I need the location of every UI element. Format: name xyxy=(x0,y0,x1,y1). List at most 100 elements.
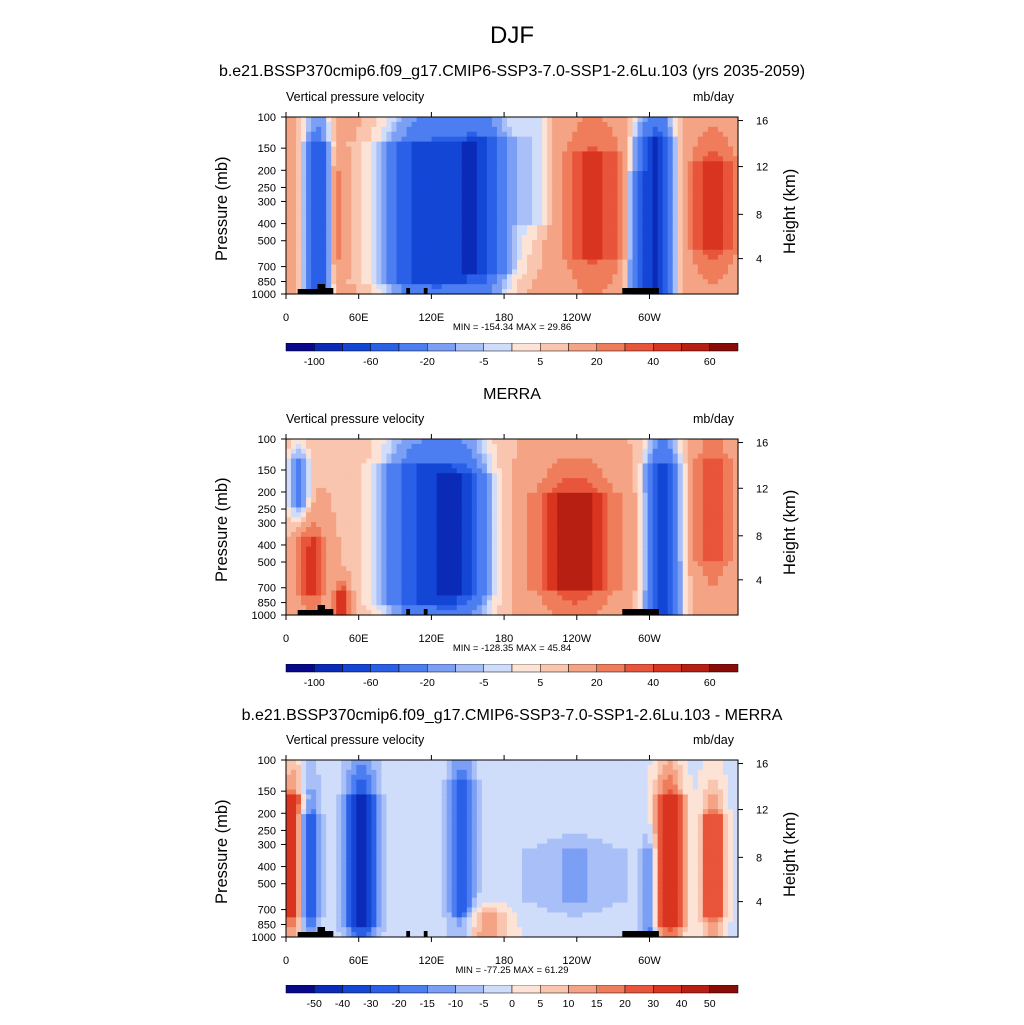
heat-cell xyxy=(487,503,493,508)
heat-cell xyxy=(386,171,392,177)
heat-cell xyxy=(512,240,518,246)
heat-cell xyxy=(341,245,347,251)
heat-cell xyxy=(492,176,498,182)
heat-cell xyxy=(532,171,538,177)
heat-cell xyxy=(477,473,483,478)
heat-cell xyxy=(522,132,528,138)
heat-cell xyxy=(708,171,714,177)
heat-cell xyxy=(587,279,593,285)
heat-cell xyxy=(356,171,362,177)
heat-cell xyxy=(437,137,443,143)
heat-cell xyxy=(622,225,628,231)
heat-cell xyxy=(552,225,558,231)
heat-cell xyxy=(562,210,568,216)
heat-cell xyxy=(527,245,533,251)
heat-cell xyxy=(447,454,453,459)
heat-cell xyxy=(306,547,312,552)
heat-cell xyxy=(713,225,719,231)
heat-cell xyxy=(602,225,608,231)
heat-cell xyxy=(346,210,352,216)
heat-cell xyxy=(422,171,428,177)
heat-cell xyxy=(326,507,332,512)
heat-cell xyxy=(427,265,433,271)
heat-cell xyxy=(622,186,628,192)
heat-cell xyxy=(366,503,372,508)
heat-cell xyxy=(668,260,674,266)
heat-cell xyxy=(381,151,387,157)
heat-cell xyxy=(311,176,317,182)
heat-cell xyxy=(351,117,357,123)
heat-cell xyxy=(447,230,453,236)
heat-cell xyxy=(532,265,538,271)
heat-cell xyxy=(643,225,649,231)
colorbar-label: -20 xyxy=(420,356,435,368)
heat-cell xyxy=(572,161,578,167)
heat-cell xyxy=(678,176,684,182)
heat-cell xyxy=(376,215,382,221)
heat-cell xyxy=(407,181,413,187)
heat-cell xyxy=(628,250,634,256)
heat-cell xyxy=(653,255,659,261)
heat-cell xyxy=(422,439,428,444)
heat-cell xyxy=(391,488,397,493)
heat-cell xyxy=(296,478,302,483)
heat-cell xyxy=(396,512,402,517)
heat-cell xyxy=(386,117,392,123)
heat-cell xyxy=(507,605,513,610)
heat-cell xyxy=(432,483,438,488)
heat-cell xyxy=(351,181,357,187)
heat-cell xyxy=(321,181,327,187)
heat-cell xyxy=(316,527,322,532)
heat-cell xyxy=(497,151,503,157)
heat-cell xyxy=(286,279,292,285)
heat-cell xyxy=(718,181,724,187)
heat-cell xyxy=(286,542,292,547)
heat-cell xyxy=(622,240,628,246)
heat-cell xyxy=(713,279,719,285)
heat-cell xyxy=(688,181,694,187)
heat-cell xyxy=(708,274,714,280)
heat-cell xyxy=(477,517,483,522)
heat-cell xyxy=(422,225,428,231)
heat-cell xyxy=(336,537,342,542)
heat-cell xyxy=(457,507,463,512)
heat-cell xyxy=(728,176,734,182)
heat-cell xyxy=(698,215,704,221)
heat-cell xyxy=(477,522,483,527)
heat-cell xyxy=(341,561,347,566)
heat-cell xyxy=(326,600,332,605)
heat-cell xyxy=(351,161,357,167)
heat-cell xyxy=(376,605,382,610)
heat-cell xyxy=(301,595,307,600)
heat-cell xyxy=(497,595,503,600)
heat-cell xyxy=(301,449,307,454)
heat-cell xyxy=(386,279,392,285)
heat-cell xyxy=(316,595,322,600)
heat-cell xyxy=(336,142,342,148)
heat-cell xyxy=(336,161,342,167)
heat-cell xyxy=(477,532,483,537)
heat-cell xyxy=(381,215,387,221)
heat-cell xyxy=(698,196,704,202)
colorbar-swatch xyxy=(682,343,710,351)
heat-cell xyxy=(487,137,493,143)
heat-cell xyxy=(713,117,719,123)
heat-cell xyxy=(351,493,357,498)
heat-cell xyxy=(371,245,377,251)
heat-cell xyxy=(306,240,312,246)
heat-cell xyxy=(668,206,674,212)
heat-cell xyxy=(552,274,558,280)
heat-cell xyxy=(396,600,402,605)
heat-cell xyxy=(361,255,367,261)
heat-cell xyxy=(472,463,478,468)
heat-cell xyxy=(351,166,357,172)
heat-cell xyxy=(437,512,443,517)
heat-cell xyxy=(502,137,508,143)
heat-cell xyxy=(502,279,508,285)
heat-cell xyxy=(452,498,458,503)
heat-cell xyxy=(693,269,699,275)
heat-cell xyxy=(502,151,508,157)
heat-cell xyxy=(547,225,553,231)
heat-cell xyxy=(552,230,558,236)
heat-cell xyxy=(462,186,468,192)
